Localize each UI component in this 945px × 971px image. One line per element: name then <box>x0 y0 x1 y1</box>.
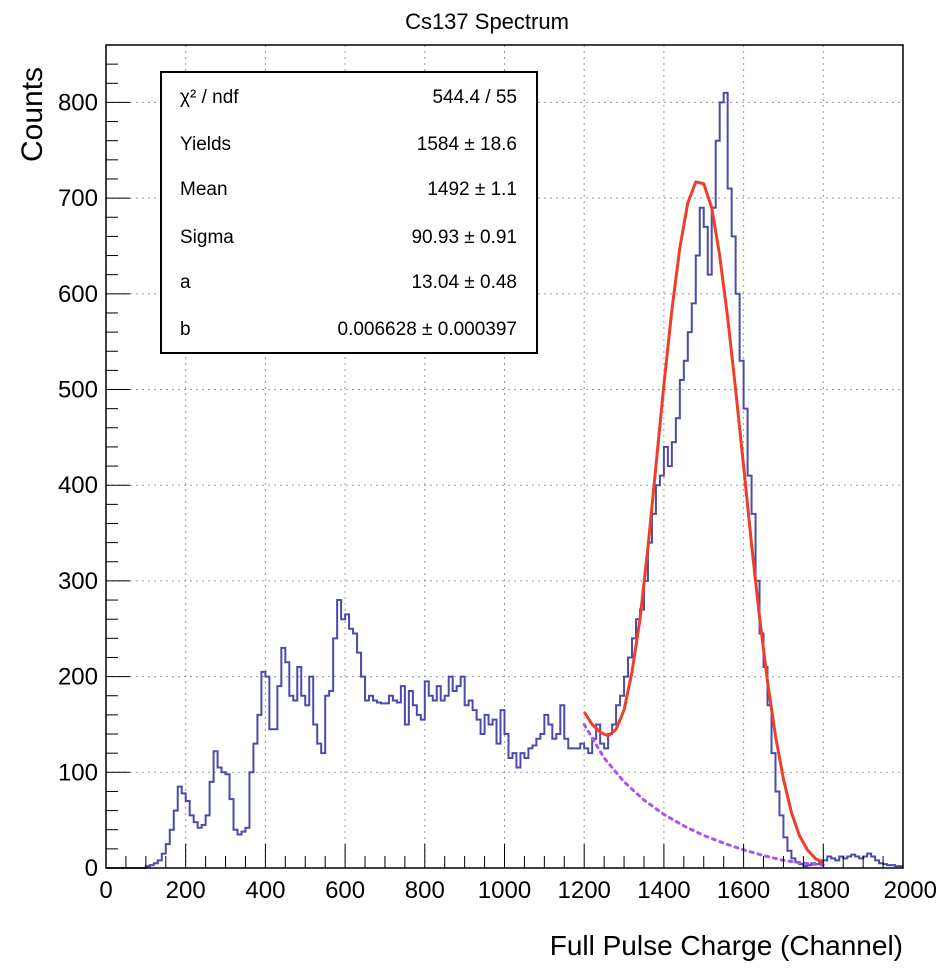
x-tick-label: 1200 <box>558 877 611 904</box>
x-tick-label: 0 <box>99 877 112 904</box>
axis-ticks <box>105 44 904 869</box>
y-tick-labels: 0 100 200 300 400 500 600 700 800 <box>58 89 98 882</box>
stats-label: Yields <box>180 134 231 155</box>
x-tick-label: 1400 <box>637 877 690 904</box>
stats-value: 90.93 ± 0.91 <box>411 227 517 248</box>
y-tick-label: 600 <box>58 281 98 308</box>
y-tick-label: 200 <box>58 664 98 691</box>
histogram-series <box>106 91 903 869</box>
histogram-layer <box>106 91 903 869</box>
x-tick-label: 400 <box>245 877 285 904</box>
y-tick-label: 0 <box>85 855 98 882</box>
x-tick-label: 600 <box>325 877 365 904</box>
stats-box-frame <box>160 71 538 354</box>
y-axis-label: Counts <box>16 67 49 162</box>
x-tick-label: 2000 <box>884 877 937 904</box>
y-tick-label: 800 <box>58 89 98 116</box>
y-tick-label: 700 <box>58 185 98 212</box>
stats-label: a <box>180 272 191 293</box>
stats-value: 0.006628 ± 0.000397 <box>338 319 517 340</box>
y-tick-label: 100 <box>58 759 98 786</box>
y-tick-label: 400 <box>58 472 98 499</box>
total-fit-curve <box>582 180 825 865</box>
x-tick-label: 1600 <box>717 877 770 904</box>
stats-label: χ² / ndf <box>180 87 239 108</box>
stats-rows: χ² / ndf 544.4 / 55 Yields 1584 ± 18.6 Mean 1… <box>180 87 517 340</box>
x-axis-label: Full Pulse Charge (Channel) <box>550 930 903 961</box>
stats-label: Mean <box>180 179 228 200</box>
chart-title: Cs137 Spectrum <box>405 9 569 34</box>
stats-value: 1492 ± 1.1 <box>427 179 517 200</box>
stats-label: Sigma <box>180 227 234 248</box>
stats-box: χ² / ndf 544.4 / 55 Yields 1584 ± 18.6 Mean 1… <box>160 71 538 354</box>
x-tick-label: 1800 <box>797 877 850 904</box>
x-tick-label: 800 <box>405 877 445 904</box>
stats-value: 13.04 ± 0.48 <box>411 272 517 293</box>
y-tick-label: 300 <box>58 568 98 595</box>
x-tick-label: 200 <box>166 877 206 904</box>
x-tick-labels: 0 200 400 600 800 1000 1200 1400 1600 1800 2000 <box>99 877 937 904</box>
x-tick-label: 1000 <box>478 877 531 904</box>
stats-value: 544.4 / 55 <box>432 87 517 108</box>
y-tick-label: 500 <box>58 377 98 404</box>
stats-label: b <box>180 319 191 340</box>
stats-value: 1584 ± 18.6 <box>417 134 517 155</box>
